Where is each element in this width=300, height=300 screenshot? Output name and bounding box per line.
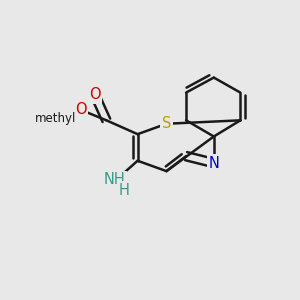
Text: NH: NH — [103, 172, 125, 187]
Text: O: O — [75, 102, 87, 117]
Text: methyl: methyl — [35, 112, 76, 124]
Text: S: S — [162, 116, 171, 131]
Text: O: O — [89, 87, 101, 102]
Text: N: N — [208, 155, 219, 170]
Text: H: H — [118, 183, 129, 198]
